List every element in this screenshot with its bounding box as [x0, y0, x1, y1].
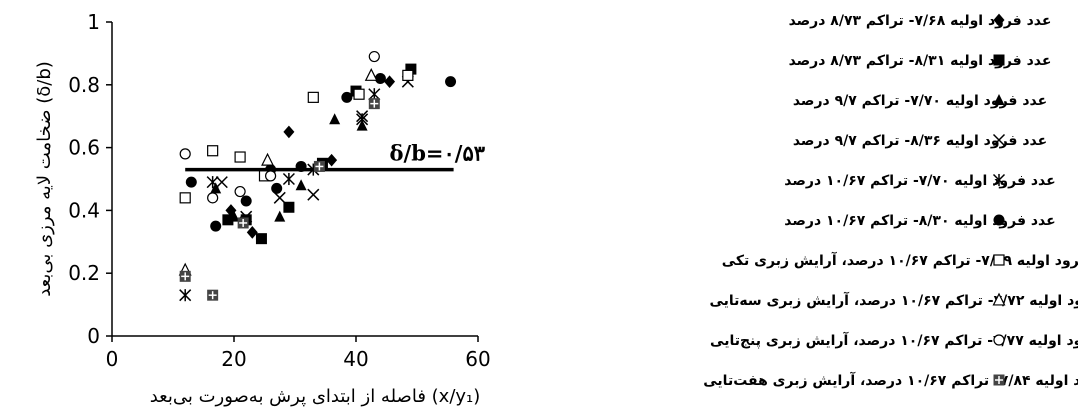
data-point-plus-square: [179, 270, 191, 282]
data-point-open-triangle: [261, 152, 275, 166]
data-point-square: [405, 63, 417, 75]
legend-label: عدد فرود اولیه ۷/۷۰- تراکم ۱۰/۶۷ درصد: [784, 173, 1055, 189]
legend-label: عدد فرود اولیه ۷/۷۰- تراکم ۹/۷ درصد: [793, 93, 1047, 109]
legend-label: عدد فرود اولیه ۸/۳۱- تراکم ۸/۷۳ درصد: [789, 53, 1052, 69]
y-tick-label: 0.2: [68, 261, 100, 285]
legend: عدد فرود اولیه ۷/۶۸- تراکم ۸/۷۳ درصد عدد …: [703, 13, 1078, 389]
legend-label: عدد فرود اولیه ۷/۷۲- تراکم ۱۰/۶۷ درصد، آ…: [709, 291, 1078, 309]
data-point-x: [215, 176, 228, 189]
data-point-open-circle: [234, 185, 246, 198]
data-point-circle: [341, 91, 353, 103]
legend-marker-asterisk: [992, 173, 1006, 187]
data-point-open-square: [353, 88, 365, 100]
legend-marker-plus-square: [993, 374, 1005, 386]
legend-marker-triangle: [993, 93, 1005, 105]
legend-marker-open-triangle: [992, 292, 1006, 306]
data-point-diamond: [384, 75, 396, 88]
reference-line-label: δ/b=۰/۵۳: [390, 141, 486, 166]
data-point-square: [255, 233, 267, 245]
data-point-open-triangle: [364, 67, 378, 81]
data-point-circle: [240, 195, 252, 207]
legend-marker-x: [992, 133, 1006, 147]
data-point-diamond: [283, 125, 295, 139]
data-point-open-square: [207, 145, 219, 157]
plot-area: 0 0.2 0.4 0.6 0.8 1 0 20 40 60 δ/b=۰/۵۳: [68, 10, 491, 371]
data-point-triangle: [228, 210, 240, 222]
x-tick-label: 40: [343, 347, 368, 371]
y-tick-label: 0.6: [68, 136, 100, 160]
x-axis-label: فاصله از ابتدای پرش به‌صورت بی‌بعد (x/y₁…: [150, 386, 481, 407]
data-point-plus-square: [207, 289, 219, 301]
legend-marker-diamond: [993, 13, 1005, 27]
data-point-triangle: [329, 113, 341, 125]
data-point-plus-square: [313, 160, 325, 172]
data-point-asterisk: [282, 172, 295, 186]
data-point-square: [283, 201, 295, 213]
data-point-triangle: [210, 182, 222, 194]
data-point-open-circle: [368, 50, 380, 63]
data-point-circle: [271, 182, 283, 194]
y-axis-label: ضخامت لایه مرزی بی‌بعد (δ/b): [34, 61, 55, 297]
y-tick-label: 0.4: [68, 198, 100, 222]
data-point-circle: [295, 160, 307, 172]
data-point-square: [222, 214, 234, 226]
data-point-triangle: [274, 210, 286, 222]
data-point-x: [307, 188, 320, 201]
axis-ticks: 0 0.2 0.4 0.6 0.8 1 0 20 40 60: [68, 10, 491, 371]
legend-label: عدد فرود اولیه ۷/۷۷- تراکم ۱۰/۶۷ درصد، آ…: [710, 331, 1078, 349]
data-point-triangle: [295, 179, 307, 191]
data-point-plus-square: [237, 217, 249, 229]
data-point-circle: [185, 176, 197, 188]
data-point-circle: [210, 220, 222, 232]
data-point-open-circle: [179, 148, 191, 160]
legend-label: عدد فرود اولیه ۷/۸۴- تراکم ۱۰/۶۷ درصد، آ…: [703, 371, 1078, 389]
x-tick-label: 0: [106, 347, 119, 371]
data-point-diamond: [326, 153, 338, 167]
data-point-asterisk: [206, 176, 219, 189]
legend-marker-square: [993, 54, 1005, 66]
data-points: [178, 50, 457, 302]
legend-label: عدد فرود اولیه ۷/۶۸- تراکم ۸/۷۳ درصد: [789, 13, 1052, 29]
data-point-asterisk: [179, 289, 192, 302]
y-tick-label: 0.8: [68, 73, 100, 97]
y-tick-label: 0: [87, 324, 100, 348]
data-point-open-square: [234, 151, 246, 163]
legend-label: عدد فرود اولیه ۸/۳۶- تراکم ۹/۷ درصد: [793, 133, 1047, 149]
data-point-circle: [445, 76, 457, 88]
legend-label: عدد فرود اولیه ۷/۶۹- تراکم ۱۰/۶۷ درصد، آ…: [722, 251, 1078, 269]
data-point-asterisk: [356, 113, 369, 126]
data-point-x: [273, 191, 286, 204]
legend-label: عدد فرود اولیه ۸/۳۰- تراکم ۱۰/۶۷ درصد: [784, 213, 1055, 229]
legend-marker-circle: [993, 214, 1005, 226]
x-tick-label: 20: [221, 347, 246, 371]
data-point-open-square: [402, 69, 414, 81]
data-point-diamond: [246, 226, 258, 239]
legend-marker-open-circle: [993, 334, 1005, 346]
x-tick-label: 60: [465, 347, 490, 371]
legend-marker-open-square: [993, 254, 1005, 266]
data-point-open-square: [179, 192, 191, 204]
data-point-circle: [374, 73, 386, 85]
data-point-plus-square: [368, 98, 380, 110]
data-point-open-circle: [207, 192, 219, 204]
y-tick-label: 1: [87, 10, 100, 34]
data-point-open-circle: [265, 170, 277, 182]
data-point-open-square: [307, 91, 319, 103]
